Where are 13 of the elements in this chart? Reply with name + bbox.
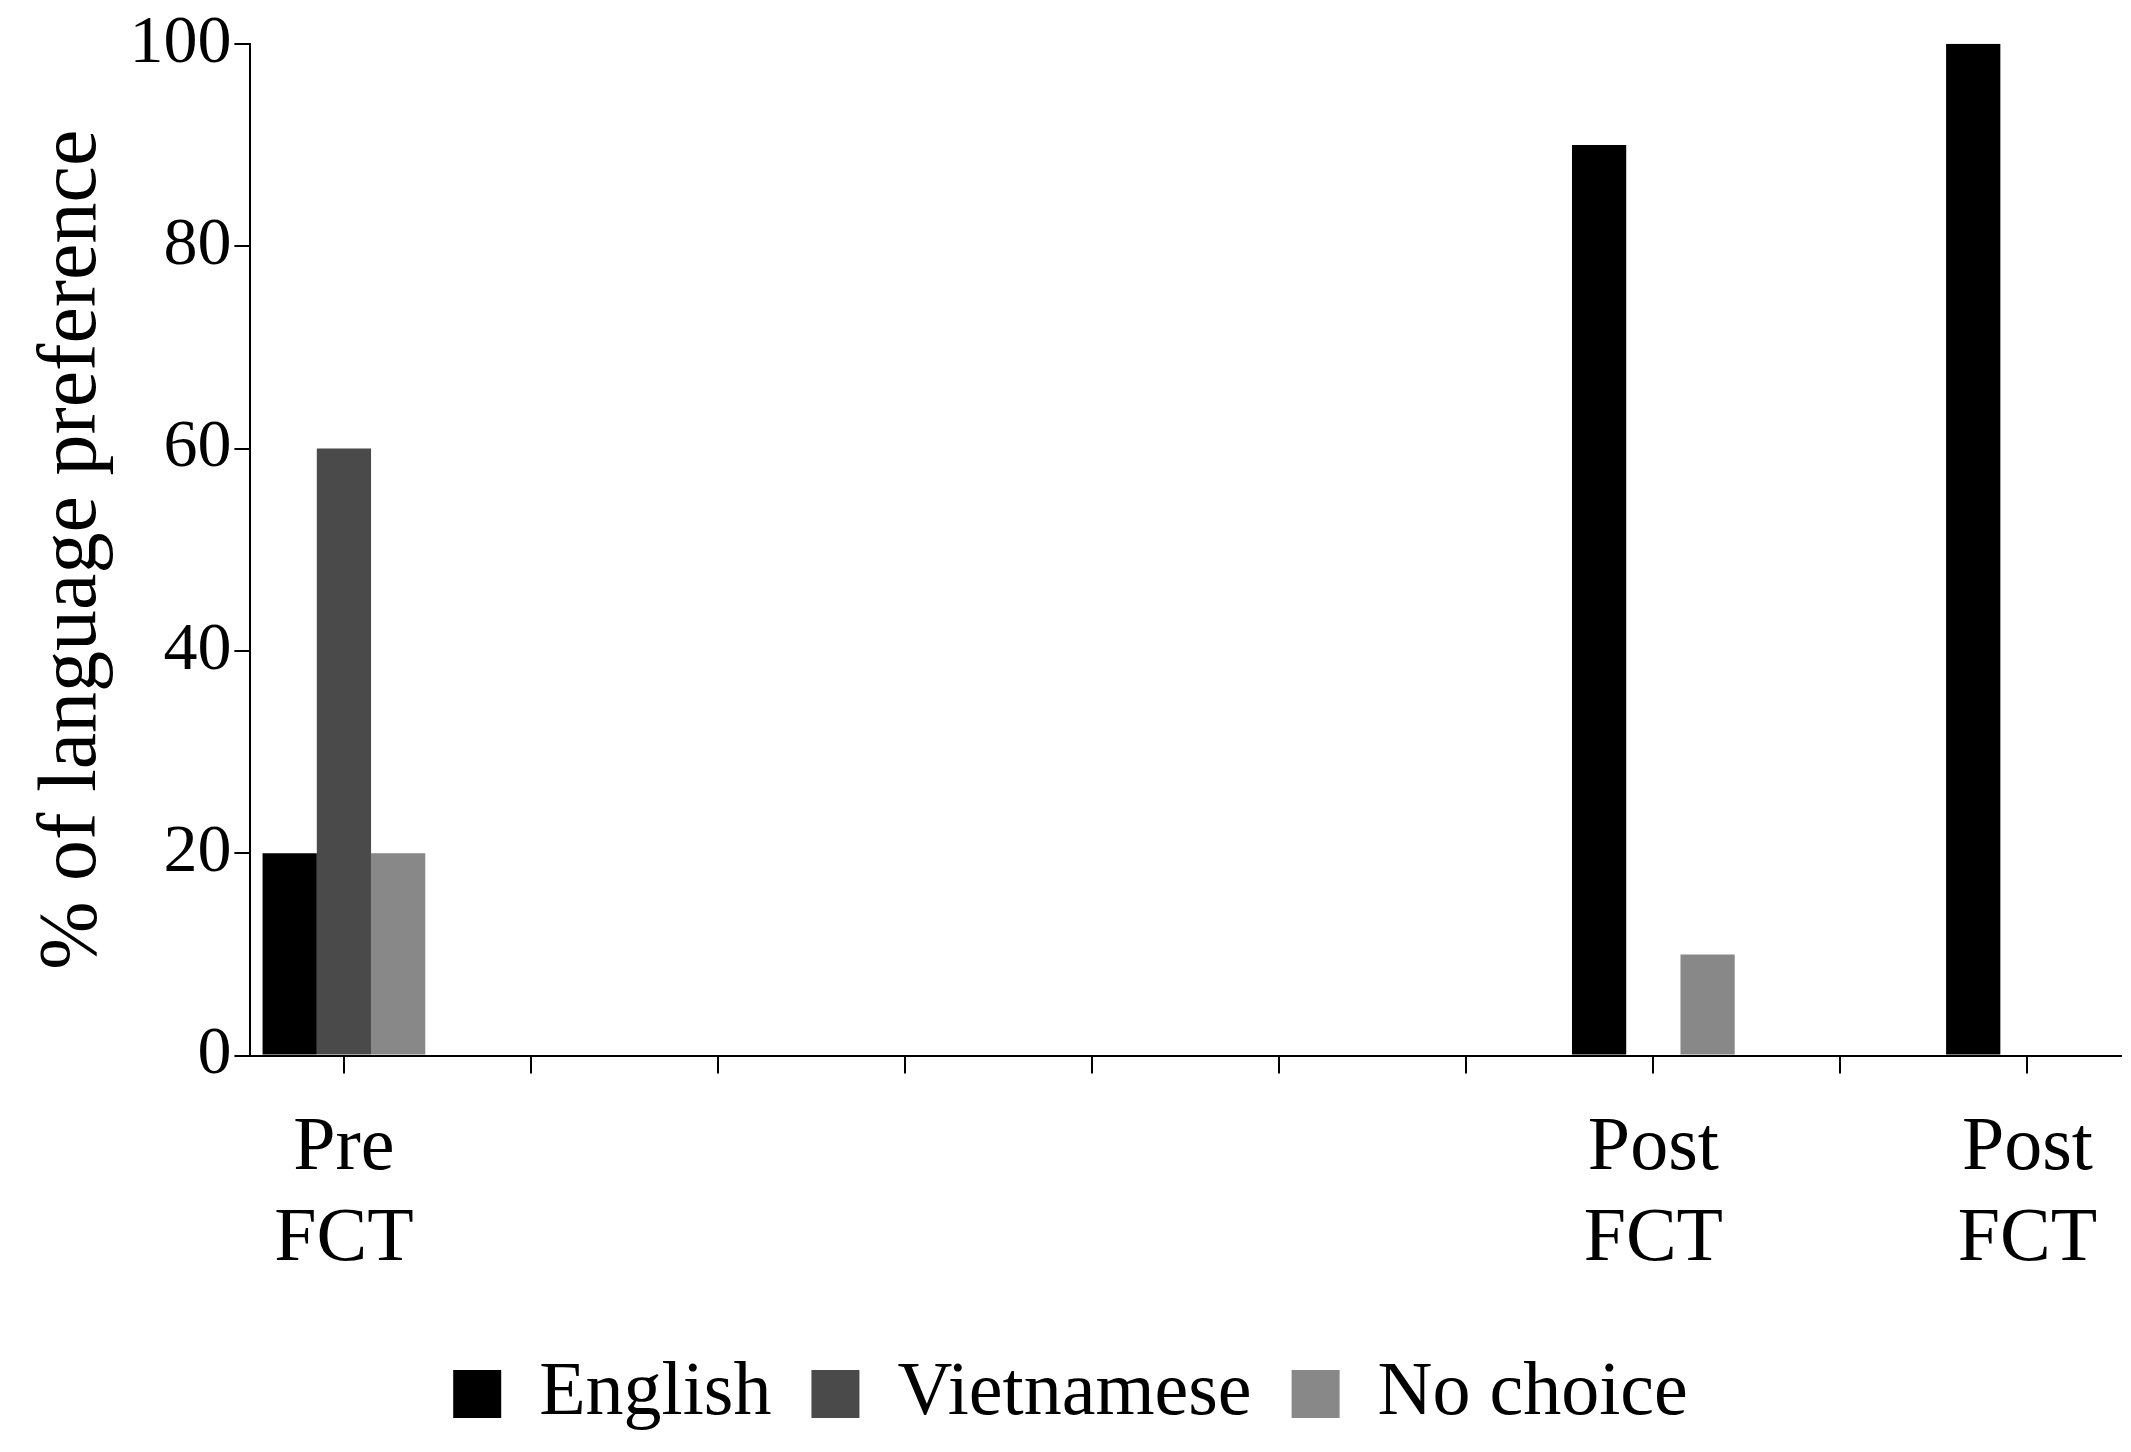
y-tick-label: 60 [163,405,232,482]
y-tick-label: 80 [163,203,232,280]
y-tick-label: 100 [129,0,232,77]
y-tick-label: 0 [197,1012,232,1089]
x-tick-label: Post FCT [1583,1101,1724,1277]
legend-label: Vietnamese [897,1345,1252,1430]
legend-label: No choice [1377,1345,1688,1430]
x-tick-label: Pre FCT [274,1101,414,1277]
y-tick-label: 40 [163,607,232,684]
legend-label: English [539,1345,772,1430]
y-axis-title: % of language preference [21,129,113,970]
x-tick-label: Post FCT [1957,1101,2098,1277]
y-tick-label: 20 [163,810,232,887]
